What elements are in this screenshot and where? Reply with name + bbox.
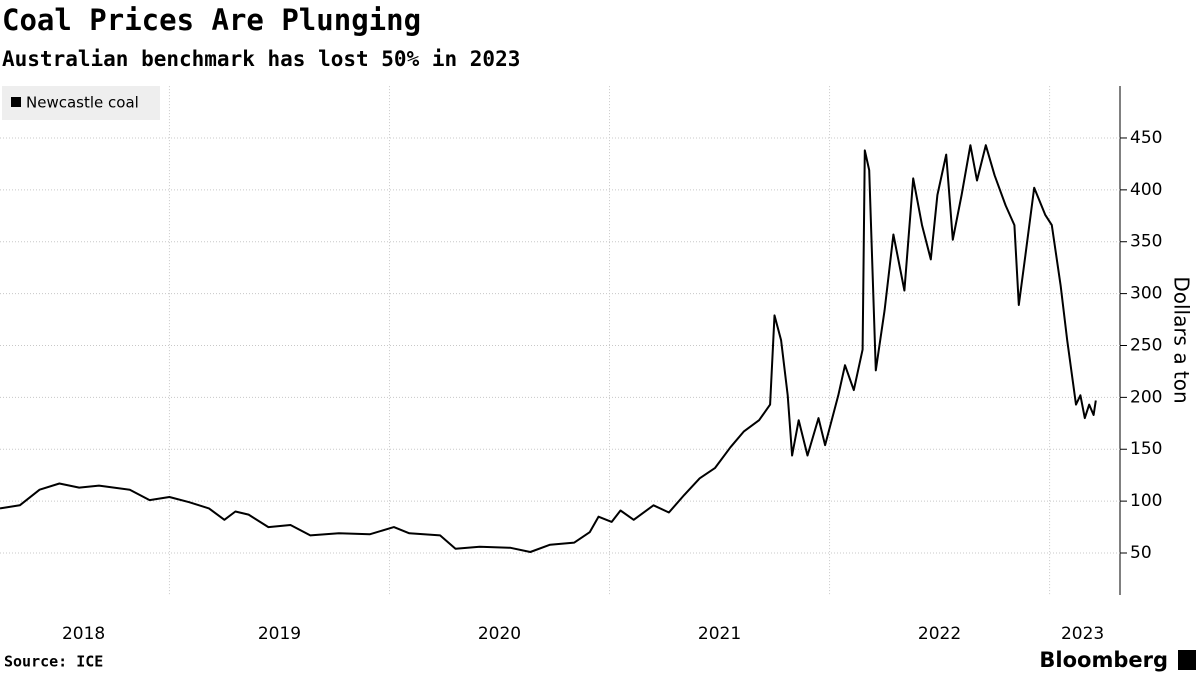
- chart-title: Coal Prices Are Plunging: [2, 3, 421, 37]
- y-tick-label: 100: [1130, 491, 1162, 511]
- x-tick-label: 2022: [918, 624, 961, 644]
- y-tick-label: 450: [1130, 128, 1162, 148]
- y-tick-label: 50: [1130, 543, 1152, 563]
- x-tick-label: 2019: [258, 624, 301, 644]
- y-tick-label: 250: [1130, 335, 1162, 355]
- price-line: [0, 144, 1097, 553]
- logo-icon: [1178, 650, 1196, 670]
- y-tick-label: 300: [1130, 284, 1162, 304]
- legend-label: Newcastle coal: [26, 94, 139, 112]
- branding: Bloomberg: [1039, 648, 1168, 672]
- chart-subtitle: Australian benchmark has lost 50% in 202…: [2, 47, 520, 71]
- y-tick-label: 150: [1130, 439, 1162, 459]
- legend-box: [2, 86, 160, 120]
- x-tick-label: 2020: [478, 624, 521, 644]
- x-tick-label: 2023: [1061, 624, 1104, 644]
- legend-swatch: [11, 97, 21, 107]
- y-axis-title: Dollars a ton: [1170, 276, 1194, 403]
- y-tick-label: 200: [1130, 387, 1162, 407]
- source: Source: ICE: [4, 653, 103, 671]
- x-tick-label: 2018: [62, 624, 105, 644]
- y-tick-label: 350: [1130, 232, 1162, 252]
- x-tick-label: 2021: [698, 624, 741, 644]
- y-tick-label: 400: [1130, 180, 1162, 200]
